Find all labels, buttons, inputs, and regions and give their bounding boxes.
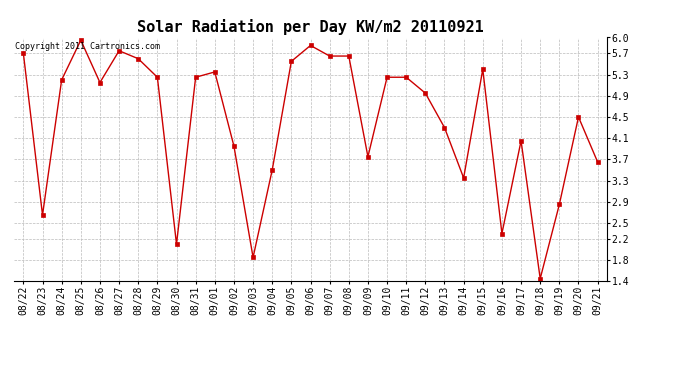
Text: Copyright 2011 Cartronics.com: Copyright 2011 Cartronics.com <box>15 42 160 51</box>
Title: Solar Radiation per Day KW/m2 20110921: Solar Radiation per Day KW/m2 20110921 <box>137 19 484 35</box>
